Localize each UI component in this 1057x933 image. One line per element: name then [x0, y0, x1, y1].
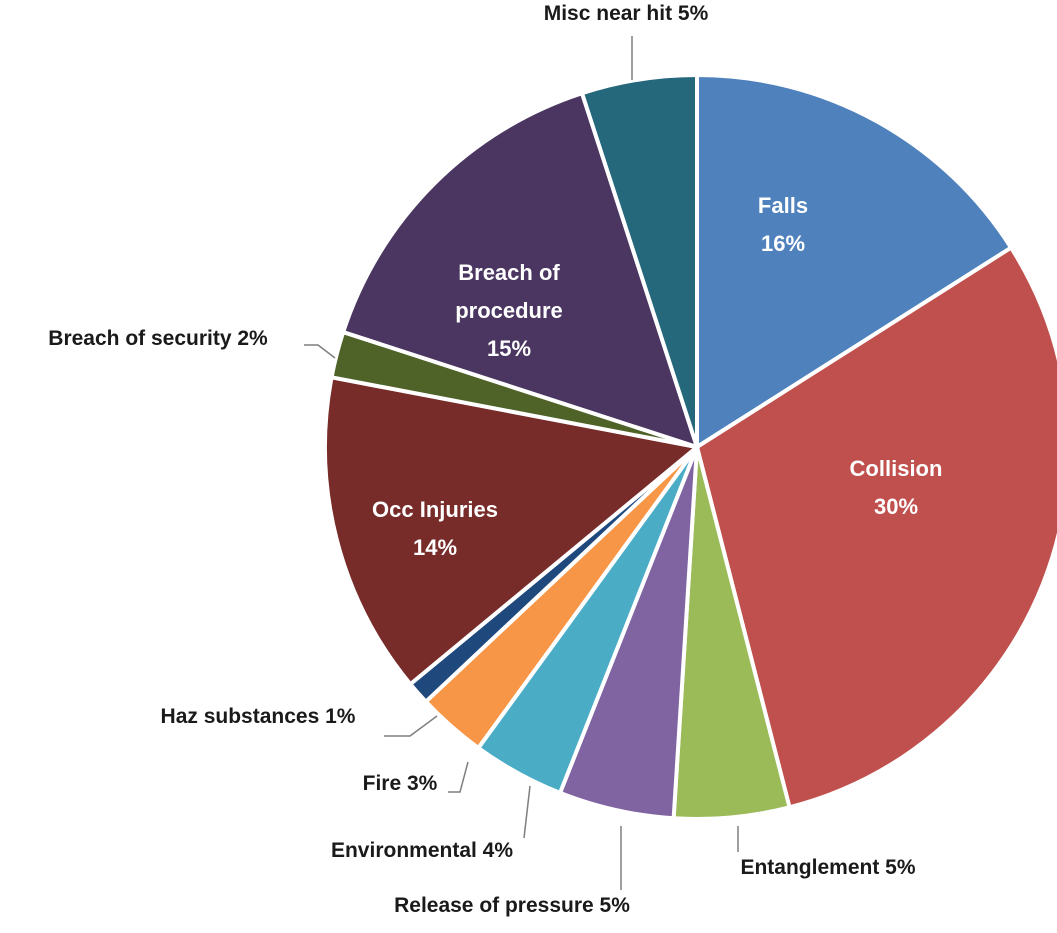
- slice-label-breach-of-security: Breach of security 2%: [48, 327, 268, 350]
- slice-misc-near-hit: [580, 73, 699, 449]
- slice-falls: [695, 73, 1014, 449]
- slice-label-occ-injuries: Occ Injuries 14%: [372, 497, 498, 560]
- slice-collision: [695, 245, 1057, 810]
- slice-label-entanglement: Entanglement 5%: [740, 856, 915, 879]
- slice-label-collision: Collision 30%: [850, 456, 943, 519]
- leader-line-environmental: [523, 785, 531, 839]
- slice-label-haz-substances: Haz substances 1%: [161, 705, 356, 728]
- leader-line-haz-substances: [384, 715, 438, 737]
- leader-line-fire: [448, 761, 469, 793]
- slice-labels: Falls 16% Collision 30% Entanglement 5% Relea…: [48, 2, 942, 917]
- slice-label-misc-near-hit: Misc near hit 5%: [544, 2, 709, 25]
- slice-breach-of-procedure: [341, 91, 699, 449]
- pie-slices: [323, 73, 1057, 821]
- leader-line-breach-of-security: [304, 344, 336, 359]
- slice-occ-injuries: [323, 375, 699, 687]
- slice-label-environmental: Environmental 4%: [331, 839, 513, 862]
- slice-label-fire: Fire 3%: [363, 772, 438, 795]
- slice-label-release-of-pressure: Release of pressure 5%: [394, 894, 630, 917]
- slice-label-falls: Falls 16%: [758, 193, 808, 256]
- leader-lines: [304, 36, 739, 890]
- slice-label-breach-of-procedure: Breach of procedure 15%: [455, 260, 563, 361]
